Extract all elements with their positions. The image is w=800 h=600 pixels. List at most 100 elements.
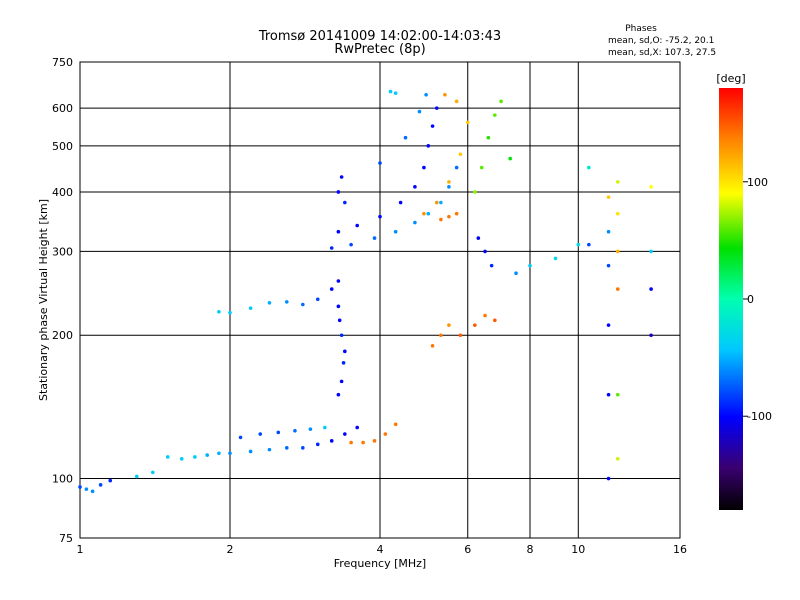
data-point — [108, 478, 113, 483]
data-point — [615, 287, 620, 291]
data-point — [403, 135, 408, 140]
data-point — [393, 422, 398, 427]
colorbar-tick-label: 100 — [747, 176, 768, 189]
colorbar-label: [deg] — [716, 72, 745, 85]
data-point — [343, 432, 347, 436]
data-point — [434, 106, 439, 110]
data-point — [329, 287, 334, 291]
x-tick-label: 4 — [377, 543, 384, 556]
data-point — [393, 229, 398, 234]
data-point — [315, 297, 320, 302]
data-point — [454, 99, 459, 104]
y-tick-label: 300 — [52, 245, 73, 258]
data-point — [284, 300, 289, 304]
data-point — [258, 432, 263, 436]
colorbar-tick-label: 0 — [747, 293, 754, 306]
data-point — [606, 195, 611, 199]
data-point — [84, 487, 89, 491]
data-point — [430, 124, 435, 128]
data-point — [343, 200, 347, 205]
data-point — [458, 152, 463, 157]
data-point — [276, 430, 281, 435]
data-point — [486, 135, 491, 140]
data-point — [447, 323, 451, 327]
data-point — [336, 229, 341, 234]
data-point — [228, 310, 232, 315]
data-point — [293, 428, 297, 433]
data-point — [383, 432, 388, 436]
y-tick-label: 100 — [52, 473, 73, 486]
data-point — [301, 446, 305, 450]
data-point — [473, 190, 477, 194]
data-point — [439, 200, 443, 205]
data-point — [413, 185, 417, 189]
data-point — [98, 483, 103, 487]
data-point — [439, 217, 443, 222]
data-point — [483, 313, 487, 318]
colorbar-ticks: 100 0 -100 — [743, 176, 772, 423]
data-point — [388, 89, 393, 94]
data-point — [349, 440, 353, 445]
data-point — [587, 165, 591, 170]
data-point — [454, 211, 459, 216]
data-point — [179, 457, 184, 461]
data-point — [90, 489, 95, 494]
data-point — [606, 476, 611, 481]
data-point — [615, 249, 620, 254]
y-tick-label: 200 — [52, 329, 73, 342]
data-point — [649, 333, 653, 338]
data-point — [649, 249, 653, 254]
data-point — [413, 220, 417, 225]
data-point — [372, 236, 377, 240]
data-point — [508, 156, 512, 161]
data-point — [426, 211, 431, 216]
data-point — [439, 333, 443, 338]
data-point — [426, 144, 431, 148]
data-point — [329, 439, 334, 443]
data-point — [476, 236, 481, 240]
data-point — [308, 427, 313, 431]
data-point — [479, 165, 484, 170]
x-tick-label: 1 — [77, 543, 84, 556]
x-tick-label: 16 — [673, 543, 687, 556]
data-point — [339, 175, 344, 179]
data-point — [528, 263, 532, 268]
data-point — [329, 246, 334, 250]
data-point — [267, 447, 272, 452]
data-point — [217, 310, 221, 314]
data-point — [615, 392, 620, 397]
data-point — [447, 185, 451, 189]
x-tick-label: 6 — [464, 543, 471, 556]
data-point — [134, 474, 139, 479]
data-point — [378, 214, 382, 219]
data-point — [78, 485, 82, 489]
data-point — [465, 120, 470, 125]
data-point — [458, 333, 463, 338]
data-point — [205, 453, 209, 457]
data-point — [238, 435, 243, 440]
data-point — [193, 455, 197, 459]
data-point — [493, 113, 497, 117]
data-point — [606, 392, 611, 397]
data-point — [336, 304, 341, 309]
data-point — [284, 446, 289, 450]
data-point — [443, 92, 447, 97]
data-point — [337, 318, 342, 323]
stats-x: mean, sd,X: 107.3, 27.5 — [608, 48, 716, 58]
data-point — [649, 185, 653, 189]
data-point — [343, 349, 347, 354]
data-point — [576, 242, 581, 247]
data-point — [430, 344, 435, 348]
stats-title: Phases — [625, 24, 657, 34]
data-point — [378, 161, 382, 165]
data-point — [649, 287, 653, 291]
data-point — [615, 457, 620, 461]
data-point — [336, 190, 341, 194]
data-point — [424, 92, 428, 97]
data-point — [393, 91, 398, 95]
data-point — [372, 439, 377, 443]
data-point — [217, 451, 221, 456]
x-tick-label: 8 — [527, 543, 534, 556]
data-point — [553, 256, 558, 261]
